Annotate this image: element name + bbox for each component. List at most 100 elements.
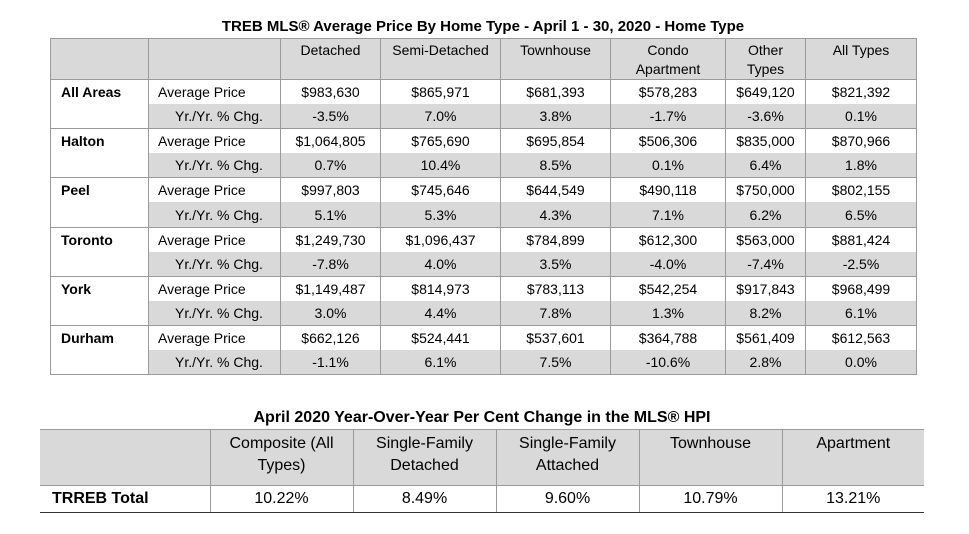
- table-cell: 6.2%: [725, 202, 806, 228]
- table-row: Yr./Yr. % Chg. -7.8% 4.0% 3.5% -4.0% -7.4% -2.…: [50, 251, 917, 277]
- table-cell: 6.1%: [805, 300, 917, 326]
- table-cell: $506,306: [610, 128, 726, 154]
- table-row: Peel Average Price $997,803 $745,646 $644,54…: [50, 177, 917, 203]
- table-cell: $983,630: [280, 79, 381, 105]
- table-cell: 8.5%: [500, 153, 611, 178]
- table-cell: 6.5%: [805, 202, 917, 228]
- table-cell: 0.1%: [610, 153, 726, 178]
- table-cell: $783,113: [500, 275, 611, 301]
- table-cell: $695,854: [500, 128, 611, 154]
- table1-header-row: Detached Semi-Detached Townhouse Condo Ap…: [50, 38, 917, 80]
- col-header-other-types: Other Types: [725, 38, 806, 80]
- table-cell: 7.0%: [380, 104, 501, 129]
- header-line: Townhouse: [670, 435, 751, 452]
- table-cell: $917,843: [725, 275, 806, 301]
- col-header-sf-detached: Single-Family Detached: [352, 429, 497, 486]
- table-cell: $997,803: [280, 177, 381, 203]
- col-header-townhouse: Townhouse: [638, 429, 783, 486]
- area-label-spacer: [50, 104, 149, 130]
- header-line: Attached: [535, 457, 600, 474]
- header-blank: [148, 38, 281, 80]
- col-header-apartment: Apartment: [781, 429, 924, 486]
- table-cell: 10.22%: [209, 485, 354, 513]
- table-cell: $1,149,487: [280, 275, 381, 301]
- table-row: Yr./Yr. % Chg. -3.5% 7.0% 3.8% -1.7% -3.6% 0.1…: [50, 104, 917, 130]
- col-header-composite: Composite (All Types): [209, 429, 354, 486]
- table-row: York Average Price $1,149,487 $814,973 $783,…: [50, 275, 917, 301]
- metric-label-average-price: Average Price: [148, 128, 281, 154]
- table-cell: $537,601: [500, 324, 611, 351]
- area-label-spacer: [50, 251, 149, 277]
- header-line: Apartment: [816, 435, 891, 452]
- table-cell: $612,300: [610, 226, 726, 252]
- area-label-durham: Durham: [50, 324, 149, 351]
- table-row: Yr./Yr. % Chg. -1.1% 6.1% 7.5% -10.6% 2.8% 0.0…: [50, 350, 917, 376]
- table-cell: $612,563: [805, 324, 917, 351]
- col-header-all-types: All Types: [805, 38, 917, 80]
- area-label-spacer: [50, 153, 149, 179]
- table-cell: $802,155: [805, 177, 917, 203]
- area-label-spacer: [50, 202, 149, 228]
- table-cell: 3.0%: [280, 300, 381, 326]
- table-cell: $644,549: [500, 177, 611, 203]
- table-cell: $870,966: [805, 128, 917, 154]
- table-cell: 10.4%: [380, 153, 501, 178]
- table-row: TRREB Total 10.22% 8.49% 9.60% 10.79% 13…: [40, 485, 924, 513]
- table-cell: 13.21%: [781, 485, 924, 513]
- table-cell: 0.7%: [280, 153, 381, 178]
- table-cell: 6.1%: [380, 350, 501, 376]
- table-cell: $681,393: [500, 79, 611, 105]
- table-cell: $1,096,437: [380, 226, 501, 252]
- table-cell: $745,646: [380, 177, 501, 203]
- header-line: Other: [747, 42, 783, 58]
- table-cell: 0.0%: [805, 350, 917, 376]
- table-cell: $662,126: [280, 324, 381, 351]
- area-label-spacer: [50, 300, 149, 326]
- table-cell: $561,409: [725, 324, 806, 351]
- table-cell: -4.0%: [610, 251, 726, 277]
- table-cell: $563,000: [725, 226, 806, 252]
- table-cell: -3.6%: [725, 104, 806, 129]
- col-header-condo-apartment: Condo Apartment: [610, 38, 726, 80]
- table-cell: -3.5%: [280, 104, 381, 129]
- table-cell: $578,283: [610, 79, 726, 105]
- header-line: Types: [746, 61, 785, 77]
- metric-label-average-price: Average Price: [148, 226, 281, 252]
- metric-label-average-price: Average Price: [148, 79, 281, 105]
- col-header-townhouse: Townhouse: [500, 38, 611, 80]
- table-cell: $490,118: [610, 177, 726, 203]
- table-cell: -1.1%: [280, 350, 381, 376]
- table-cell: $881,424: [805, 226, 917, 252]
- header-line: Single-Family: [519, 435, 616, 452]
- metric-label-yoy-change: Yr./Yr. % Chg.: [148, 104, 281, 129]
- table-row: Yr./Yr. % Chg. 5.1% 5.3% 4.3% 7.1% 6.2% 6.5%: [50, 202, 917, 228]
- table-cell: $1,249,730: [280, 226, 381, 252]
- header-line: Single-Family: [376, 435, 473, 452]
- table-row: Halton Average Price $1,064,805 $765,690 $69…: [50, 128, 917, 154]
- table-cell: 5.3%: [380, 202, 501, 228]
- metric-label-yoy-change: Yr./Yr. % Chg.: [148, 202, 281, 228]
- table-row: Yr./Yr. % Chg. 3.0% 4.4% 7.8% 1.3% 8.2% 6.1%: [50, 300, 917, 326]
- table-cell: 0.1%: [805, 104, 917, 129]
- col-header-sf-attached: Single-Family Attached: [495, 429, 640, 486]
- area-label-spacer: [50, 350, 149, 376]
- header-blank: [50, 38, 149, 80]
- table-cell: $542,254: [610, 275, 726, 301]
- area-label-peel: Peel: [50, 177, 149, 203]
- header-line: Detached: [390, 457, 459, 474]
- table-cell: 10.79%: [638, 485, 783, 513]
- table-cell: 4.3%: [500, 202, 611, 228]
- table-cell: -10.6%: [610, 350, 726, 376]
- metric-label-average-price: Average Price: [148, 324, 281, 351]
- metric-label-average-price: Average Price: [148, 275, 281, 301]
- table-cell: -7.8%: [280, 251, 381, 277]
- header-line: Apartment: [635, 61, 701, 77]
- table-cell: -7.4%: [725, 251, 806, 277]
- area-label-halton: Halton: [50, 128, 149, 154]
- metric-label-yoy-change: Yr./Yr. % Chg.: [148, 153, 281, 178]
- table-cell: -1.7%: [610, 104, 726, 129]
- table-cell: 7.8%: [500, 300, 611, 326]
- table-cell: 3.5%: [500, 251, 611, 277]
- table1-title: TREB MLS® Average Price By Home Type - A…: [221, 18, 745, 35]
- header-line: Composite (All: [229, 435, 334, 452]
